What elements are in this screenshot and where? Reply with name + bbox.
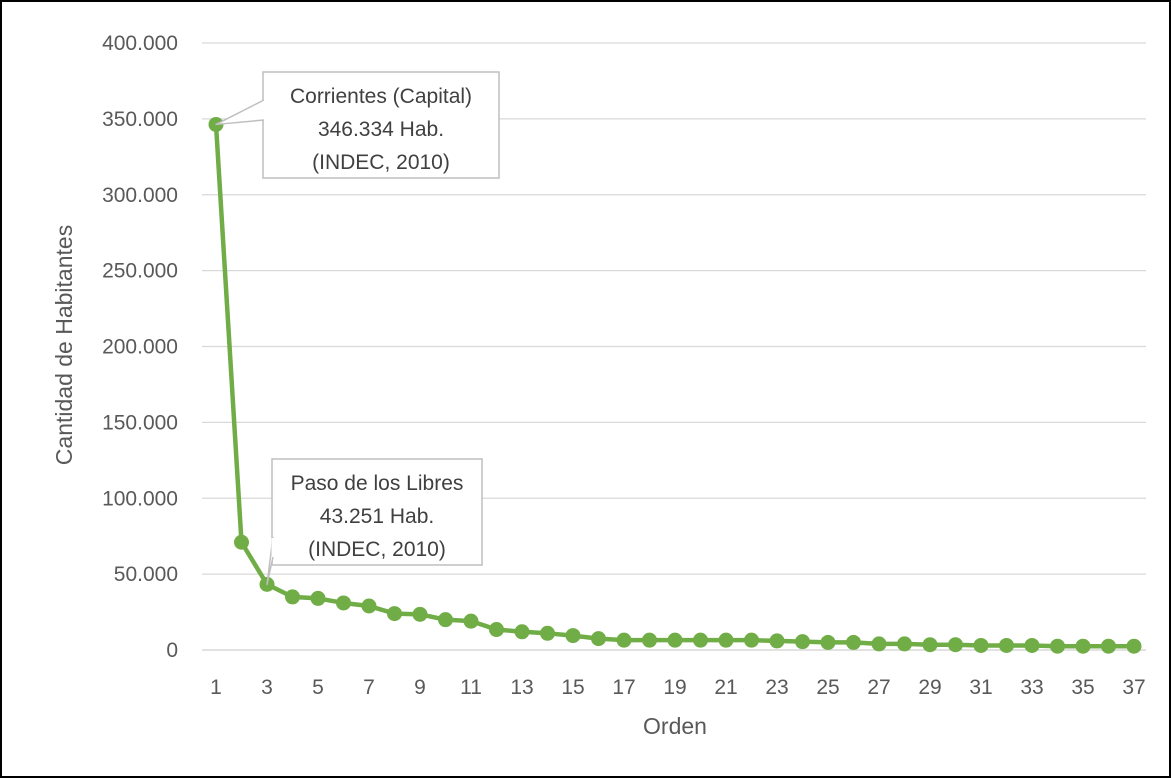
x-tick-label: 33 [1020,676,1043,699]
x-axis-ticks: 1 3 5 7 9 11 13 15 17 19 21 23 25 27 29 31 33 35 37 [210,676,1146,699]
data-point [540,625,555,641]
data-point [693,632,708,648]
y-tick-label: 200.000 [102,336,178,359]
data-point [361,598,377,614]
data-point [642,632,657,648]
y-tick-label: 150.000 [102,411,178,434]
y-tick-label: 350.000 [102,108,178,131]
x-tick-label: 5 [312,676,324,699]
x-tick-label: 37 [1122,676,1145,699]
data-point [412,606,428,622]
callout-box [262,71,500,179]
data-point [591,631,606,647]
callout-text: 43.251 Hab. [320,505,434,528]
data-point [948,637,963,653]
series-line [208,116,1142,654]
callout-text: (INDEC, 2010) [312,151,450,174]
data-point [1075,638,1091,654]
data-point [820,634,836,650]
callout: Corrientes (Capital) 346.334 Hab. (INDEC, … [215,71,500,179]
data-point [718,632,734,648]
callout-text: Corrientes (Capital) [290,85,472,108]
callout-text: 346.334 Hab. [318,118,444,141]
data-point [744,632,759,648]
series-path [213,124,1134,649]
x-tick-label: 29 [918,676,941,699]
y-tick-label: 0 [166,639,178,662]
y-axis-title: Cantidad de Habitantes [51,225,77,465]
x-tick-label: 27 [867,676,890,699]
callout-box [271,458,483,566]
callout-text: (INDEC, 2010) [308,538,446,561]
data-point [336,595,351,611]
callout: Paso de los Libres 43.251 Hab. (INDEC, 201… [266,458,483,586]
x-tick-label: 3 [261,676,273,699]
y-tick-label: 400.000 [102,32,178,55]
x-tick-label: 7 [363,676,375,699]
data-point [310,590,326,606]
data-point [795,634,810,650]
data-point [1101,638,1116,654]
data-point [1126,638,1142,654]
data-point [514,624,530,640]
x-tick-label: 35 [1071,676,1094,699]
data-point [973,637,989,653]
data-point [565,628,581,644]
data-point [234,534,249,550]
data-point [489,622,504,638]
callout-text: Paso de los Libres [291,472,464,495]
data-point [463,613,479,629]
x-tick-label: 31 [969,676,992,699]
data-point [846,634,861,650]
x-tick-label: 11 [460,676,482,699]
data-point [438,612,453,628]
data-point [616,632,632,648]
data-point [922,637,938,653]
data-point [387,606,402,622]
data-point [769,633,785,649]
y-tick-label: 250.000 [102,260,178,283]
x-axis-title: Orden [643,713,707,739]
x-tick-label: 1 [210,676,222,699]
y-tick-label: 100.000 [102,487,178,510]
y-tick-label: 300.000 [102,184,178,207]
data-point [871,636,887,652]
x-tick-label: 17 [612,676,635,699]
data-point [285,589,300,605]
data-point [999,637,1014,653]
y-axis-ticks: 0 50.000 100.000 150.000 200.000 250.000 300.0… [102,32,178,662]
data-point [897,636,912,652]
y-tick-label: 50.000 [114,563,178,586]
x-tick-label: 13 [510,676,533,699]
data-point [1050,638,1065,654]
x-tick-label: 23 [765,676,788,699]
data-point [1024,637,1040,653]
x-tick-label: 9 [414,676,426,699]
x-tick-label: 15 [561,676,584,699]
x-tick-label: 19 [663,676,686,699]
data-point [667,632,683,648]
x-tick-label: 25 [816,676,839,699]
callout-leader [215,99,265,126]
callouts: Corrientes (Capital) 346.334 Hab. (INDEC, … [215,71,500,586]
x-tick-label: 21 [714,676,737,699]
